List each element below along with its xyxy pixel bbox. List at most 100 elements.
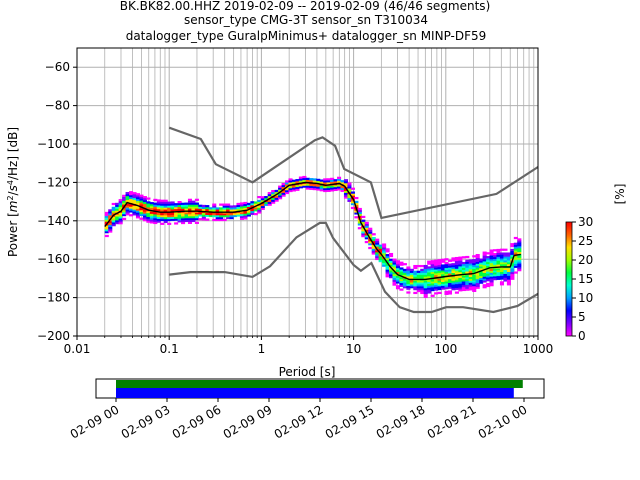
pdf-cell bbox=[465, 280, 470, 284]
pdf-cell bbox=[423, 270, 428, 273]
pdf-cell bbox=[122, 208, 127, 211]
pdf-cell bbox=[503, 262, 508, 265]
pdf-cell bbox=[302, 185, 307, 188]
pdf-cell bbox=[399, 284, 404, 287]
pdf-cell bbox=[160, 222, 165, 225]
pdf-cell bbox=[219, 218, 224, 222]
pdf-cell bbox=[378, 248, 383, 251]
pdf-cell bbox=[375, 254, 380, 257]
pdf-cell bbox=[257, 195, 262, 199]
pdf-cell bbox=[510, 268, 515, 271]
pdf-cell bbox=[413, 272, 418, 275]
pdf-cell bbox=[129, 206, 134, 209]
pdf-cell bbox=[201, 208, 206, 211]
pdf-cell bbox=[420, 286, 425, 289]
pdf-cell bbox=[264, 203, 269, 206]
pdf-cell bbox=[493, 272, 498, 275]
pdf-cell bbox=[444, 262, 449, 265]
pdf-cell bbox=[135, 212, 141, 215]
pdf-cell bbox=[475, 267, 480, 270]
pdf-cell bbox=[385, 265, 390, 268]
pdf-cell bbox=[413, 286, 418, 289]
pdf-cell bbox=[447, 284, 453, 287]
pdf-cell bbox=[229, 205, 234, 208]
pdf-cell bbox=[506, 264, 511, 267]
pdf-cell bbox=[219, 207, 224, 210]
pdf-cell bbox=[350, 187, 355, 190]
pdf-cell bbox=[129, 210, 134, 213]
y-tick-label: −180 bbox=[37, 291, 70, 305]
pdf-cell bbox=[434, 269, 439, 272]
pdf-cell bbox=[170, 205, 175, 208]
pdf-cell bbox=[264, 201, 269, 205]
pdf-cell bbox=[125, 203, 130, 206]
pdf-cell bbox=[323, 182, 328, 185]
pdf-cell bbox=[416, 274, 421, 277]
pdf-cell bbox=[413, 276, 418, 279]
pdf-cell bbox=[309, 179, 314, 183]
pdf-cell bbox=[129, 208, 134, 211]
pdf-cell bbox=[434, 259, 439, 262]
pdf-cell bbox=[513, 256, 518, 259]
pdf-cell bbox=[364, 225, 369, 228]
pdf-cell bbox=[441, 270, 446, 273]
pdf-cell bbox=[454, 281, 459, 285]
pdf-cell bbox=[444, 281, 449, 284]
pdf-cell bbox=[257, 209, 262, 212]
pdf-cell bbox=[233, 212, 238, 216]
pdf-cell bbox=[170, 203, 175, 206]
pdf-cell bbox=[271, 201, 276, 204]
pdf-cell bbox=[267, 193, 272, 197]
pdf-cell bbox=[399, 263, 404, 266]
pdf-cell bbox=[441, 281, 446, 284]
pdf-cell bbox=[354, 212, 359, 215]
pdf-cell bbox=[250, 208, 255, 212]
pdf-cell bbox=[347, 188, 352, 191]
pdf-cell bbox=[454, 285, 459, 288]
pdf-cell bbox=[375, 244, 380, 247]
pdf-cell bbox=[194, 208, 199, 211]
pdf-cell bbox=[170, 212, 175, 216]
pdf-cell bbox=[395, 262, 401, 265]
pdf-cell bbox=[454, 272, 459, 275]
pdf-cell bbox=[295, 180, 300, 184]
pdf-cell bbox=[489, 280, 494, 283]
pdf-cell bbox=[434, 284, 439, 287]
pdf-cell bbox=[479, 275, 484, 279]
pdf-cell bbox=[503, 254, 508, 257]
pdf-cell bbox=[458, 287, 463, 290]
pdf-cell bbox=[125, 193, 130, 197]
pdf-cell bbox=[236, 214, 241, 217]
pdf-cell bbox=[468, 267, 473, 270]
pdf-cell bbox=[274, 191, 279, 195]
pdf-cell bbox=[239, 202, 245, 205]
pdf-cell bbox=[493, 277, 498, 281]
pdf-cell bbox=[416, 270, 421, 273]
pdf-cell bbox=[489, 270, 494, 273]
pdf-cell bbox=[413, 288, 418, 291]
pdf-cell bbox=[108, 230, 113, 233]
pdf-cell bbox=[316, 180, 321, 183]
pdf-cell bbox=[385, 275, 390, 278]
pdf-cell bbox=[499, 252, 505, 255]
title-line-datalogger: datalogger_type GuralpMinimus+ datalogge… bbox=[126, 29, 487, 43]
pdf-cell bbox=[503, 279, 508, 282]
pdf-cell bbox=[118, 199, 123, 202]
pdf-cell bbox=[201, 212, 206, 215]
pdf-cell bbox=[392, 262, 397, 265]
pdf-cell bbox=[357, 227, 362, 230]
y-tick-label: −140 bbox=[37, 214, 70, 228]
pdf-cell bbox=[368, 235, 373, 238]
pdf-cell bbox=[246, 210, 251, 213]
pdf-cell bbox=[115, 220, 120, 223]
pdf-cell bbox=[430, 281, 435, 284]
pdf-cell bbox=[496, 260, 501, 263]
pdf-cell bbox=[135, 200, 141, 204]
pdf-cell bbox=[447, 280, 453, 284]
pdf-cell bbox=[510, 275, 515, 278]
pdf-cell bbox=[239, 213, 245, 217]
pdf-cell bbox=[503, 269, 508, 272]
pdf-cell bbox=[302, 177, 307, 181]
title-line-network-channel: BK.BK82.00.HHZ 2019-02-09 -- 2019-02-09 … bbox=[120, 0, 491, 13]
pdf-cell bbox=[499, 260, 505, 263]
